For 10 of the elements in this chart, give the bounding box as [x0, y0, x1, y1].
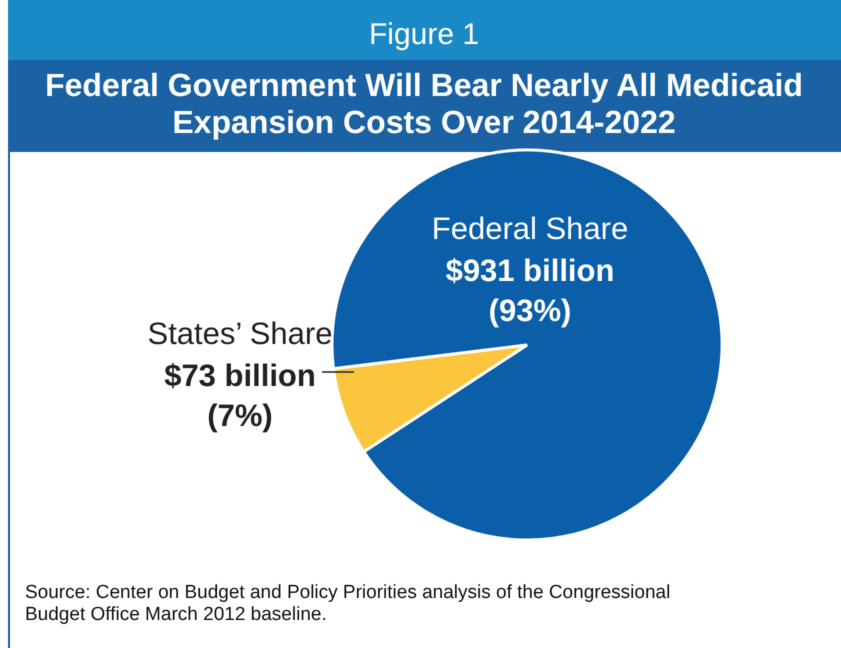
text: (7%): [207, 398, 273, 433]
pie-slice: [330, 148, 724, 542]
text: (93%): [488, 293, 572, 328]
slice-label: Federal Share: [432, 211, 628, 246]
source-note: Source: Center on Budget and Policy Priorities analysis of the Congressional Budget Office March 2012 baseline.: [25, 582, 670, 625]
data-label: $931 billion: [446, 253, 614, 288]
chart-subtitle: Federal Government Will Bear Nearly All Medicaid Expansion Costs Over 2014-2022: [45, 67, 803, 140]
data-label: $73 billion: [164, 358, 316, 393]
slice-label: States’ Share: [148, 316, 332, 351]
chart-title: Figure 1: [368, 18, 480, 51]
